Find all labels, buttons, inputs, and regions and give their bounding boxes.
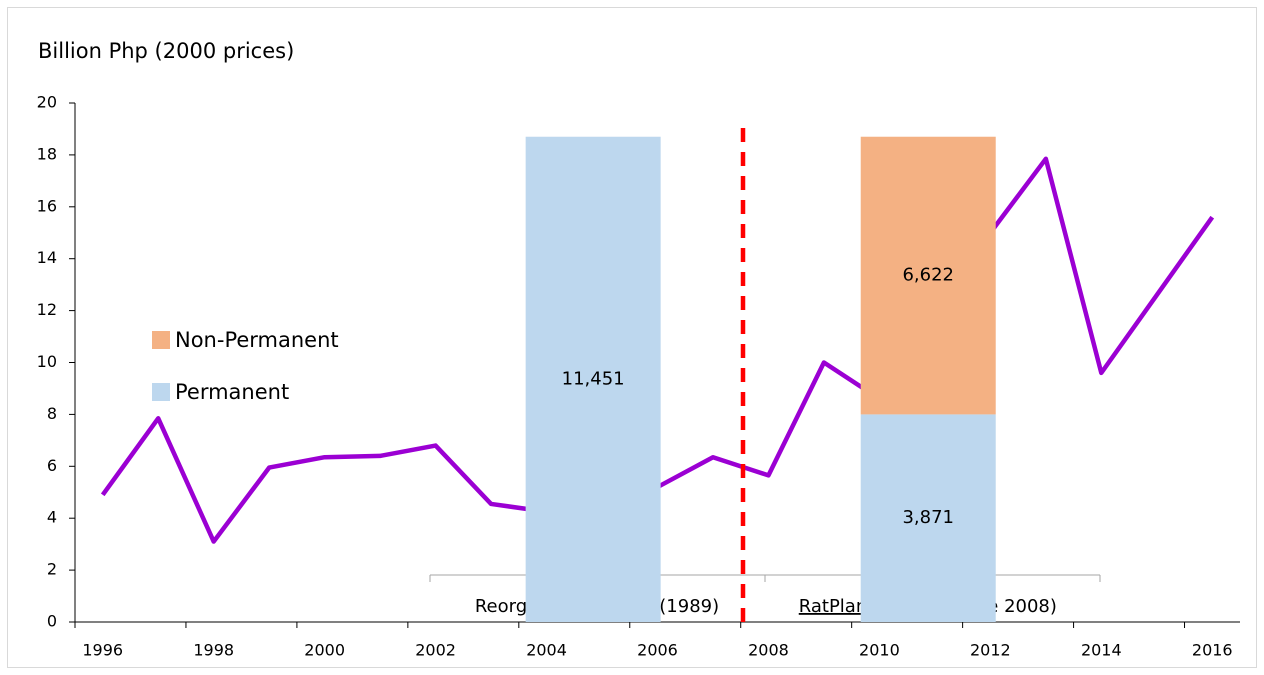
x-tick-label: 2012 <box>970 641 1011 660</box>
legend-label: Non-Permanent <box>175 328 339 352</box>
x-tick-label: 2016 <box>1192 641 1233 660</box>
segment-label: 11,451 <box>562 368 625 389</box>
y-tick-label: 4 <box>47 508 57 527</box>
y-tick-label: 14 <box>37 248 57 267</box>
x-tick-label: 2006 <box>637 641 678 660</box>
x-tick-label: 1998 <box>193 641 234 660</box>
legend-label: Permanent <box>175 380 289 404</box>
segment-label: 6,622 <box>902 265 954 286</box>
y-axis-title: Billion Php (2000 prices) <box>38 39 294 63</box>
legend-swatch <box>152 383 170 401</box>
period-label: RatPlan <box>799 596 868 617</box>
x-tick-label: 2014 <box>1081 641 1122 660</box>
y-tick-label: 20 <box>37 93 57 112</box>
y-tick-label: 0 <box>47 612 57 631</box>
bar-segment <box>860 136 996 415</box>
x-tick-label: 2008 <box>748 641 789 660</box>
y-tick-label: 10 <box>37 352 57 371</box>
x-tick-label: 2002 <box>415 641 456 660</box>
y-tick-label: 8 <box>47 404 57 423</box>
x-tick-label: 1996 <box>82 641 123 660</box>
y-tick-label: 12 <box>37 300 57 319</box>
segment-label: 3,871 <box>902 507 954 528</box>
y-tick-label: 16 <box>37 196 57 215</box>
bar-segment <box>525 136 661 623</box>
x-tick-label: 2000 <box>304 641 345 660</box>
legend-swatch <box>152 331 170 349</box>
x-tick-label: 2004 <box>526 641 567 660</box>
y-tick-label: 6 <box>47 456 57 475</box>
bar-segment <box>860 414 996 622</box>
y-tick-label: 18 <box>37 144 57 163</box>
y-tick-label: 2 <box>47 560 57 579</box>
x-tick-label: 2010 <box>859 641 900 660</box>
